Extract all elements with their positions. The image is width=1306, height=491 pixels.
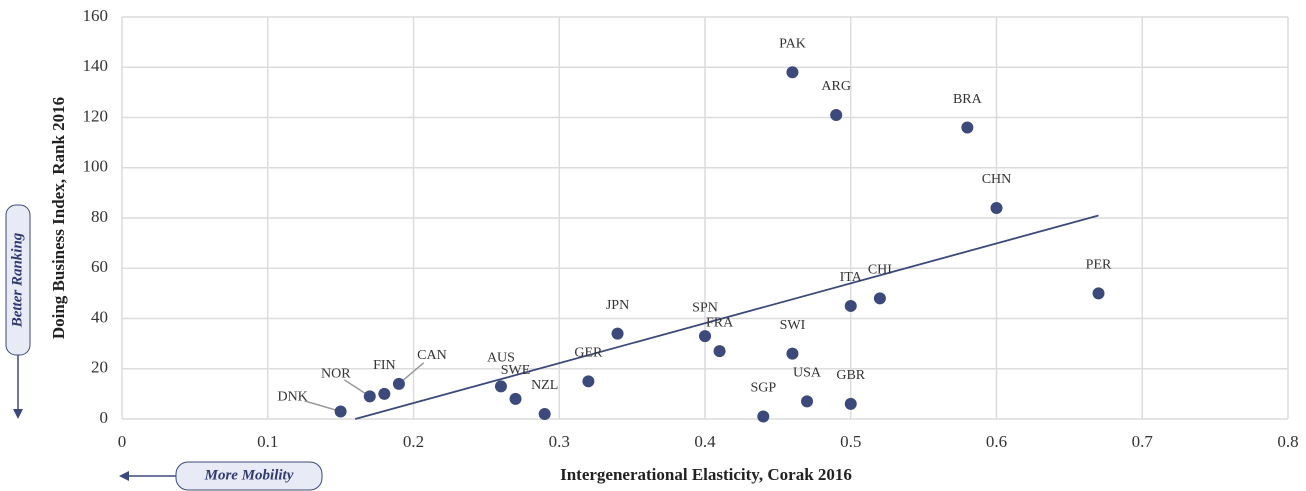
- point-label: ITA: [840, 270, 863, 285]
- point-label: CAN: [417, 348, 447, 363]
- point: [538, 407, 551, 420]
- point-label: SWI: [780, 318, 806, 333]
- point-label: GBR: [836, 368, 865, 383]
- arrow-head: [13, 409, 23, 419]
- x-tick-label: 0.1: [257, 432, 278, 451]
- point-label: PER: [1086, 258, 1112, 273]
- point: [961, 121, 974, 134]
- y-tick-label: 160: [83, 6, 109, 25]
- point: [611, 327, 624, 340]
- leader-line: [304, 400, 341, 413]
- y-tick-label: 120: [83, 106, 109, 125]
- point-label: CHN: [982, 172, 1012, 187]
- y-tick-label: 140: [83, 56, 109, 75]
- point: [786, 66, 799, 79]
- annotation: More Mobility: [204, 467, 294, 483]
- y-axis-title: Doing Business Index, Rank 2016: [49, 97, 68, 339]
- point-label: NOR: [321, 367, 351, 382]
- point: [786, 347, 799, 360]
- x-tick-label: 0.8: [1277, 432, 1298, 451]
- y-tick-label: 100: [83, 157, 109, 176]
- x-tick-label: 0.5: [840, 432, 861, 451]
- point: [801, 395, 814, 408]
- point: [1092, 287, 1105, 300]
- point-label: SWE: [501, 363, 531, 378]
- point-label: ARG: [821, 79, 851, 94]
- point-label: AUS: [487, 351, 515, 366]
- point-label: GER: [574, 346, 603, 361]
- point: [830, 108, 843, 121]
- annotation: Better Ranking: [9, 232, 25, 328]
- point-label: CHI: [868, 263, 892, 278]
- y-tick-label: 40: [91, 307, 108, 326]
- point-label: BRA: [953, 92, 983, 107]
- point-label: SPN: [692, 300, 718, 315]
- point: [378, 387, 391, 400]
- point-label: FRA: [706, 315, 734, 330]
- point-label: DNK: [277, 390, 307, 405]
- x-tick-label: 0.7: [1132, 432, 1154, 451]
- point-label: PAK: [779, 36, 806, 51]
- plot-area: 0 0.1 0.2 0.3 0.4 0.5 0.6 0.7 0.8 0 20 40 60 80 100 120…: [83, 6, 1299, 451]
- leader-line: [343, 379, 371, 398]
- x-tick-label: 0.3: [549, 432, 570, 451]
- point-label: FIN: [373, 358, 396, 373]
- leader-line: [398, 362, 425, 385]
- point: [844, 397, 857, 410]
- trend-line: [354, 214, 1099, 420]
- y-tick-label: 80: [91, 207, 108, 226]
- point: [990, 201, 1003, 214]
- point-label: SGP: [750, 381, 776, 396]
- y-tick-label: 60: [91, 257, 108, 276]
- point: [509, 392, 522, 405]
- point: [494, 380, 507, 393]
- x-tick-label: 0: [118, 432, 127, 451]
- x-axis-title: Intergenerational Elasticity, Corak 2016: [560, 465, 852, 484]
- y-tick-label: 0: [100, 408, 109, 427]
- point-label: JPN: [606, 298, 629, 313]
- x-tick-label: 0.2: [403, 432, 424, 451]
- point: [873, 292, 886, 305]
- point: [713, 345, 726, 358]
- x-tick-label: 0.4: [694, 432, 716, 451]
- point: [699, 330, 711, 343]
- point: [392, 377, 405, 390]
- x-tick-label: 0.6: [986, 432, 1007, 451]
- point: [582, 375, 595, 388]
- arrow-head: [119, 471, 129, 481]
- point: [363, 390, 376, 403]
- point: [844, 299, 857, 312]
- y-tick-label: 20: [91, 358, 108, 377]
- point: [757, 410, 770, 423]
- point-label: USA: [793, 366, 822, 381]
- point: [334, 405, 347, 418]
- point-label: NZL: [531, 378, 558, 393]
